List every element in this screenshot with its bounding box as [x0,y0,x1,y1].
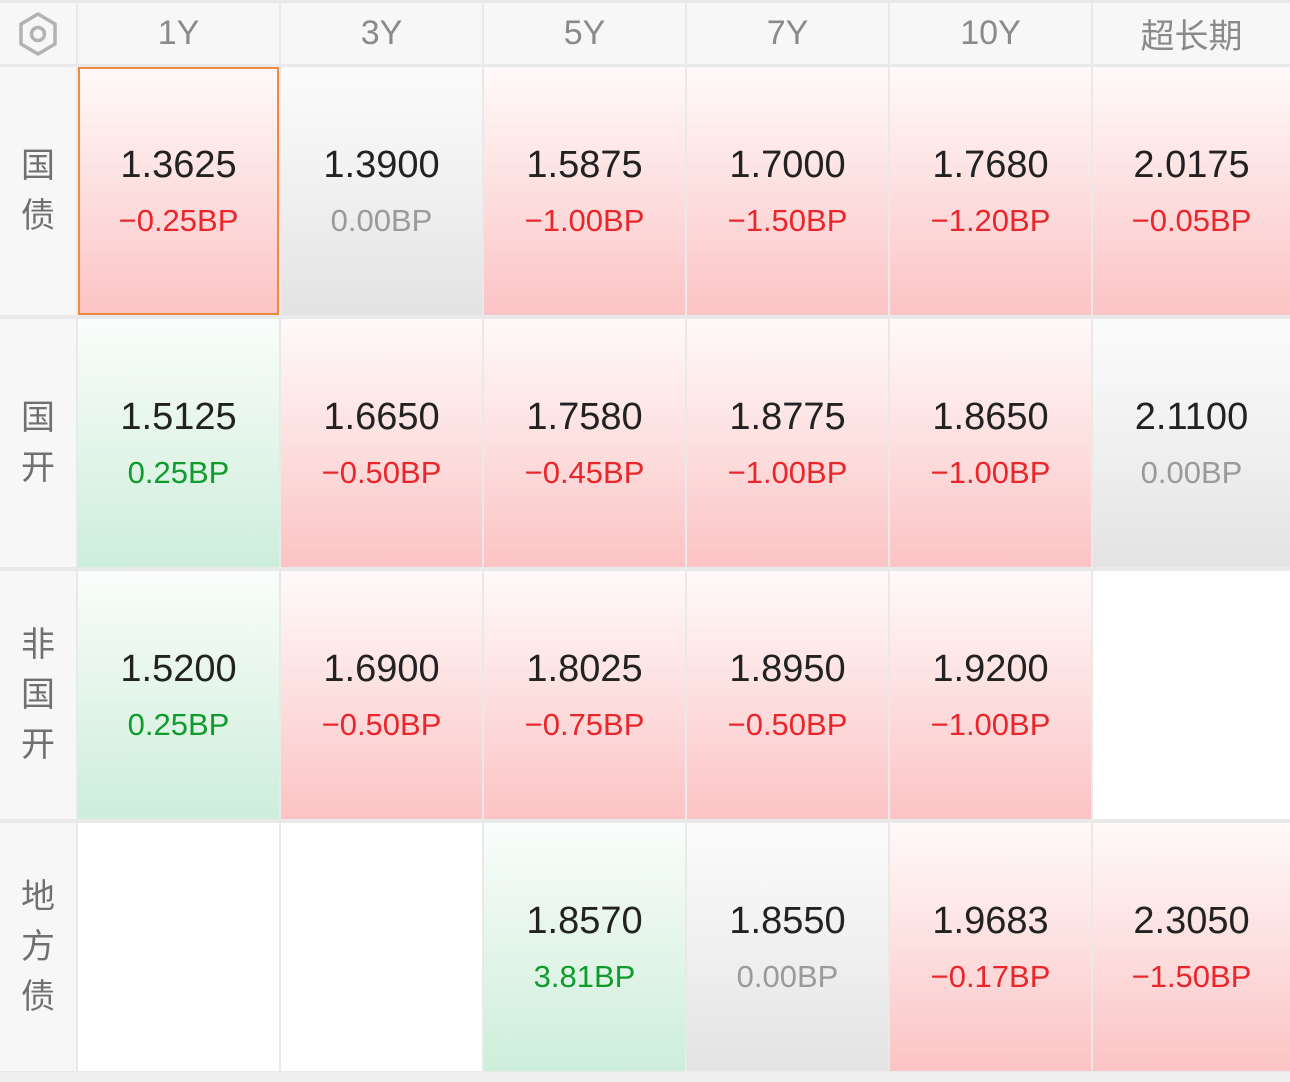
yield-change: 0.25BP [127,455,230,490]
row-header-char: 国 [21,147,55,185]
yield-rate: 1.5875 [526,144,643,186]
yield-cell[interactable]: 1.3625 −0.25BP [78,67,279,315]
yield-rate: 1.8570 [526,900,643,942]
row-header-char: 国 [21,676,55,714]
yield-change: −1.50BP [727,203,848,238]
yield-cell[interactable]: 2.0175 −0.05BP [1093,67,1290,315]
yield-rate: 1.3900 [323,144,440,186]
column-header-3[interactable]: 7Y [687,3,888,64]
row-header-char: 债 [21,197,55,235]
yield-cell[interactable]: 2.3050 −1.50BP [1093,823,1290,1071]
yield-change: −0.25BP [118,203,239,238]
empty-cell [78,823,279,1071]
yield-change: 0.00BP [1140,455,1243,490]
row-header-1[interactable]: 国开 [0,319,76,567]
yield-rate: 1.7580 [526,396,643,438]
yield-change: −0.05BP [1131,203,1252,238]
bottom-divider [0,1072,1290,1082]
yield-rate: 1.6650 [323,396,440,438]
column-header-4[interactable]: 10Y [890,3,1091,64]
yield-rate: 1.8950 [729,648,846,690]
yield-change: −0.75BP [524,707,645,742]
row-header-char: 非 [21,626,55,664]
yield-change: −1.00BP [930,455,1051,490]
yield-change: −1.00BP [524,203,645,238]
yield-cell[interactable]: 1.5875 −1.00BP [484,67,685,315]
yield-cell[interactable]: 1.5200 0.25BP [78,571,279,819]
yield-cell[interactable]: 1.8650 −1.00BP [890,319,1091,567]
empty-cell [1093,571,1290,819]
yield-change: −1.20BP [930,203,1051,238]
hexagon-settings-icon [19,11,57,56]
yield-change: 0.00BP [330,203,433,238]
yield-change: −0.50BP [727,707,848,742]
yield-cell[interactable]: 1.3900 0.00BP [281,67,482,315]
yield-cell[interactable]: 1.7000 −1.50BP [687,67,888,315]
row-header-char: 开 [21,726,55,764]
yield-cell[interactable]: 1.8025 −0.75BP [484,571,685,819]
empty-cell [281,823,482,1071]
yield-change: −0.17BP [930,959,1051,994]
row-header-3[interactable]: 地方债 [0,823,76,1071]
yield-cell[interactable]: 1.8570 3.81BP [484,823,685,1071]
yield-rate: 1.8775 [729,396,846,438]
yield-cell[interactable]: 1.9200 −1.00BP [890,571,1091,819]
row-header-char: 债 [21,978,55,1016]
column-header-2[interactable]: 5Y [484,3,685,64]
yield-cell[interactable]: 1.6900 −0.50BP [281,571,482,819]
yield-cell[interactable]: 1.7680 −1.20BP [890,67,1091,315]
yield-change: −0.50BP [321,455,442,490]
row-header-char: 地 [21,878,55,916]
yield-rate: 1.3625 [120,144,237,186]
row-header-char: 国 [21,399,55,437]
yield-rate: 1.6900 [323,648,440,690]
yield-rate: 2.3050 [1133,900,1250,942]
yield-rate: 1.7000 [729,144,846,186]
yield-cell[interactable]: 1.8550 0.00BP [687,823,888,1071]
yield-cell[interactable]: 2.1100 0.00BP [1093,319,1290,567]
column-header-0[interactable]: 1Y [78,3,279,64]
row-header-char: 开 [21,449,55,487]
yield-rate: 1.8550 [729,900,846,942]
row-header-0[interactable]: 国债 [0,67,76,315]
yield-change: −1.00BP [930,707,1051,742]
yield-change: 0.25BP [127,707,230,742]
yield-rate: 2.1100 [1134,396,1249,438]
row-header-char: 方 [21,928,55,966]
yield-cell[interactable]: 1.8775 −1.00BP [687,319,888,567]
yield-rate: 1.8650 [932,396,1049,438]
yield-rate: 1.7680 [932,144,1049,186]
settings-button[interactable] [0,3,76,64]
yield-rate: 1.9200 [932,648,1049,690]
yield-cell[interactable]: 1.5125 0.25BP [78,319,279,567]
yield-rate: 1.9683 [932,900,1049,942]
yield-change: −0.45BP [524,455,645,490]
yield-rate: 1.8025 [526,648,643,690]
column-header-1[interactable]: 3Y [281,3,482,64]
yield-change: −1.50BP [1131,959,1252,994]
yield-change: −1.00BP [727,455,848,490]
yield-cell[interactable]: 1.8950 −0.50BP [687,571,888,819]
yield-rate: 1.5200 [120,648,237,690]
yield-cell[interactable]: 1.7580 −0.45BP [484,319,685,567]
yield-cell[interactable]: 1.9683 −0.17BP [890,823,1091,1071]
yield-change: 3.81BP [533,959,636,994]
yield-change: 0.00BP [736,959,839,994]
yield-change: −0.50BP [321,707,442,742]
yield-rate: 2.0175 [1133,144,1250,186]
yield-rate: 1.5125 [120,396,237,438]
yield-cell[interactable]: 1.6650 −0.50BP [281,319,482,567]
row-header-2[interactable]: 非国开 [0,571,76,819]
column-header-5[interactable]: 超长期 [1093,3,1290,64]
